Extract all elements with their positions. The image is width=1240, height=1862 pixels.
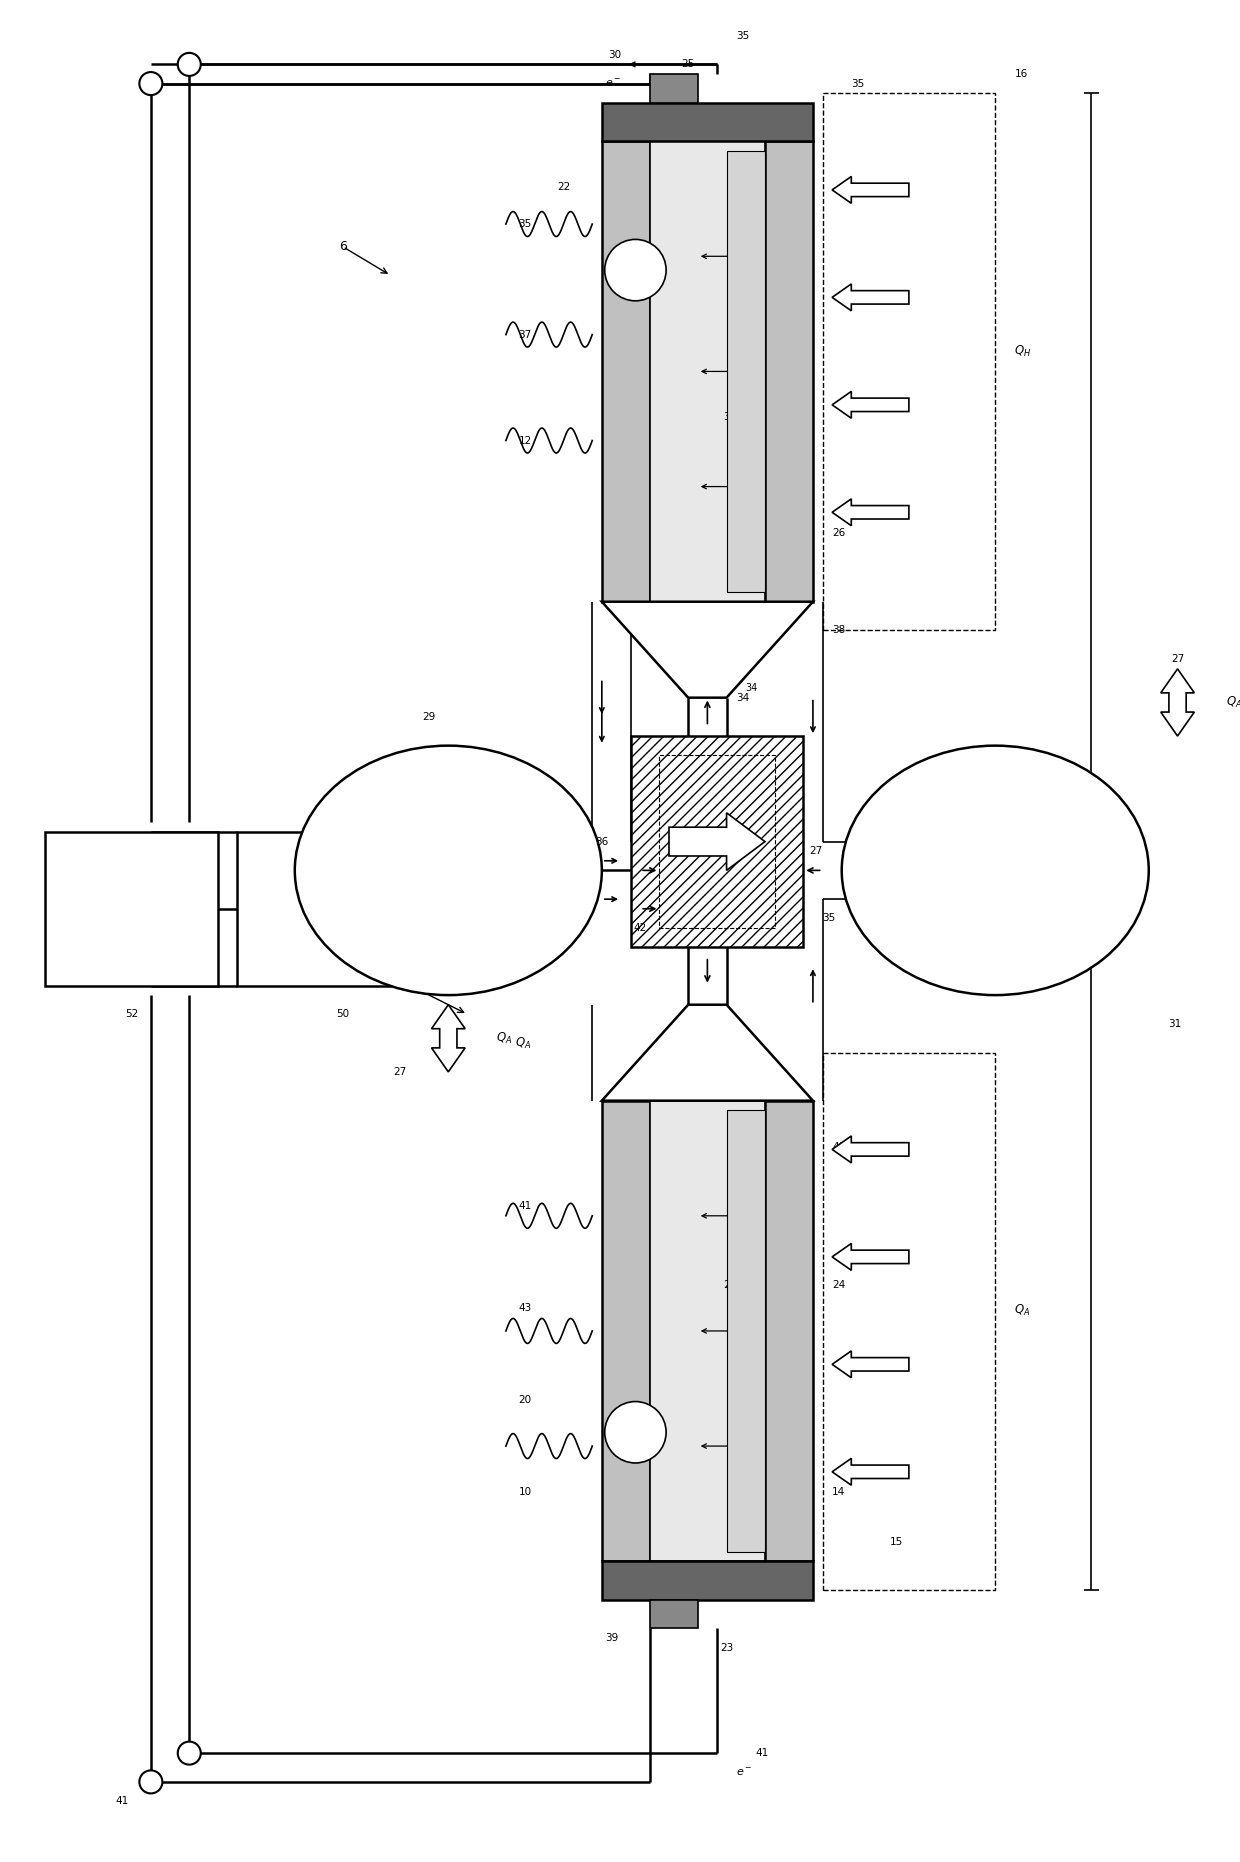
Bar xyxy=(822,1052,996,1590)
Bar xyxy=(727,151,765,592)
Text: 20: 20 xyxy=(518,1395,532,1406)
Text: $Q_H$: $Q_H$ xyxy=(1014,344,1032,359)
Text: 27: 27 xyxy=(810,845,822,857)
Circle shape xyxy=(177,1741,201,1765)
Polygon shape xyxy=(1161,668,1194,735)
Ellipse shape xyxy=(842,745,1148,994)
Text: 10: 10 xyxy=(518,1488,532,1497)
Bar xyxy=(822,93,996,631)
Polygon shape xyxy=(601,601,813,698)
Circle shape xyxy=(139,73,162,95)
Bar xyxy=(650,74,698,102)
Text: PRESSURE: PRESSURE xyxy=(970,884,1021,894)
Bar xyxy=(727,1110,765,1551)
Text: 37: 37 xyxy=(518,330,532,339)
Text: 35: 35 xyxy=(518,220,532,229)
Polygon shape xyxy=(832,1244,909,1270)
Bar xyxy=(601,1100,650,1560)
Text: 3: 3 xyxy=(723,413,730,423)
Bar xyxy=(237,832,449,985)
Text: 25: 25 xyxy=(682,60,694,69)
Bar xyxy=(601,142,650,601)
Text: $Q_A$: $Q_A$ xyxy=(496,1032,512,1046)
Text: 35: 35 xyxy=(822,914,836,924)
Polygon shape xyxy=(832,177,909,203)
Text: 27: 27 xyxy=(394,1067,407,1076)
Circle shape xyxy=(605,1402,666,1464)
Text: 41: 41 xyxy=(115,1797,129,1806)
Polygon shape xyxy=(832,1352,909,1378)
Bar xyxy=(660,756,775,927)
Text: 1: 1 xyxy=(632,1428,639,1437)
Polygon shape xyxy=(832,391,909,419)
Text: $Q_A$: $Q_A$ xyxy=(516,1035,532,1050)
Polygon shape xyxy=(832,283,909,311)
Polygon shape xyxy=(432,1005,465,1073)
Bar xyxy=(601,1560,813,1599)
Text: 34: 34 xyxy=(745,683,758,693)
Text: 22: 22 xyxy=(557,182,570,192)
Text: 41: 41 xyxy=(518,1201,532,1210)
Circle shape xyxy=(605,240,666,302)
Text: 35: 35 xyxy=(737,30,749,41)
Text: 23: 23 xyxy=(720,1642,733,1653)
Polygon shape xyxy=(832,499,909,525)
Text: 16: 16 xyxy=(1014,69,1028,78)
Bar xyxy=(650,1100,765,1560)
Circle shape xyxy=(177,52,201,76)
Text: 29: 29 xyxy=(423,711,435,722)
Text: 36: 36 xyxy=(595,836,609,847)
Text: HIGH: HIGH xyxy=(981,845,1009,857)
Text: 15: 15 xyxy=(889,1536,903,1547)
Text: 39: 39 xyxy=(605,1633,618,1642)
Bar xyxy=(765,142,813,601)
Text: 4: 4 xyxy=(632,264,639,276)
Bar xyxy=(631,735,804,948)
Text: 41: 41 xyxy=(755,1748,769,1758)
Ellipse shape xyxy=(295,745,601,994)
Text: 35: 35 xyxy=(852,78,864,89)
Text: 6: 6 xyxy=(339,240,347,253)
Text: 33: 33 xyxy=(1110,834,1120,849)
Circle shape xyxy=(139,1771,162,1793)
Text: 12: 12 xyxy=(518,436,532,445)
Polygon shape xyxy=(601,1005,813,1100)
Text: 38: 38 xyxy=(832,626,846,635)
Text: 31: 31 xyxy=(1168,1019,1182,1030)
Text: 26: 26 xyxy=(832,527,846,538)
Text: $Q_A$: $Q_A$ xyxy=(1225,695,1240,709)
Text: LOW: LOW xyxy=(435,845,461,857)
Text: $e^-$: $e^-$ xyxy=(605,78,621,89)
Text: $e^-$: $e^-$ xyxy=(737,1767,753,1778)
Text: 34: 34 xyxy=(737,693,749,702)
Text: 43: 43 xyxy=(518,1303,532,1313)
Text: PRESSURE: PRESSURE xyxy=(423,884,474,894)
Bar xyxy=(650,142,765,601)
Polygon shape xyxy=(670,814,765,870)
Text: 5: 5 xyxy=(405,979,414,992)
Text: CONTROLLER: CONTROLLER xyxy=(308,903,378,914)
Text: 52: 52 xyxy=(125,1009,139,1019)
Text: 14: 14 xyxy=(832,1488,846,1497)
Text: 29: 29 xyxy=(467,875,481,884)
Polygon shape xyxy=(832,1458,909,1486)
Bar xyxy=(46,832,218,985)
Text: 24: 24 xyxy=(832,1279,846,1290)
Text: LOAD: LOAD xyxy=(114,903,149,916)
Text: 27: 27 xyxy=(1171,654,1184,665)
Polygon shape xyxy=(832,1136,909,1164)
Bar xyxy=(601,102,813,142)
Text: $Q_A$: $Q_A$ xyxy=(1014,1303,1030,1318)
Text: 42: 42 xyxy=(634,924,647,933)
Text: 30: 30 xyxy=(608,50,621,60)
Text: 50: 50 xyxy=(336,1009,350,1019)
Bar xyxy=(650,1599,698,1629)
Text: 2: 2 xyxy=(723,1279,730,1290)
Text: 32: 32 xyxy=(585,836,599,847)
Bar xyxy=(765,1100,813,1560)
Text: 40: 40 xyxy=(832,1141,846,1153)
